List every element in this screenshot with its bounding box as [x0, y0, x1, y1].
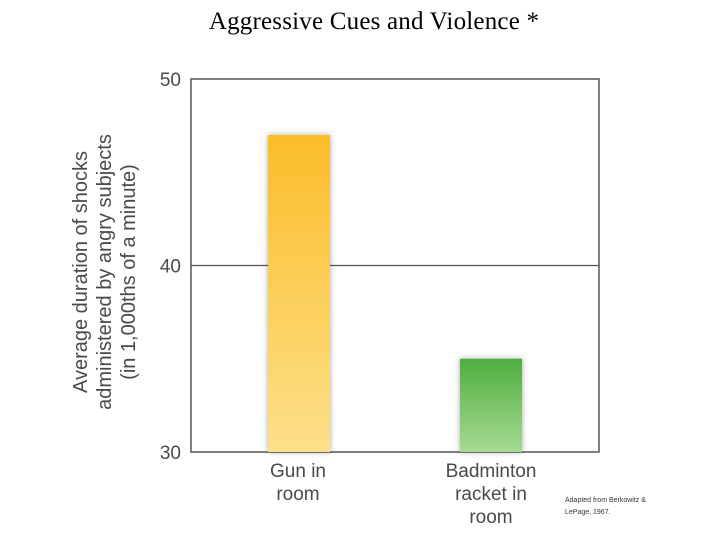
bar-1 — [460, 358, 522, 452]
y-tick-label-50: 50 — [160, 70, 181, 91]
source-note: Adapted from Berkowitz & LePage, 1967. — [565, 497, 646, 516]
x-tick-label-badminton-racket: Badminton racket in room — [445, 461, 537, 528]
bar-0 — [268, 134, 330, 452]
y-tick-label-40: 40 — [160, 257, 181, 278]
y-tick-label-30: 30 — [160, 443, 181, 464]
y-axis-label: Average duration of shocks administered … — [70, 134, 140, 410]
x-tick-label-gun-in-room: Gun in room — [270, 461, 326, 505]
slide-title: Aggressive Cues and Violence * — [208, 8, 540, 35]
